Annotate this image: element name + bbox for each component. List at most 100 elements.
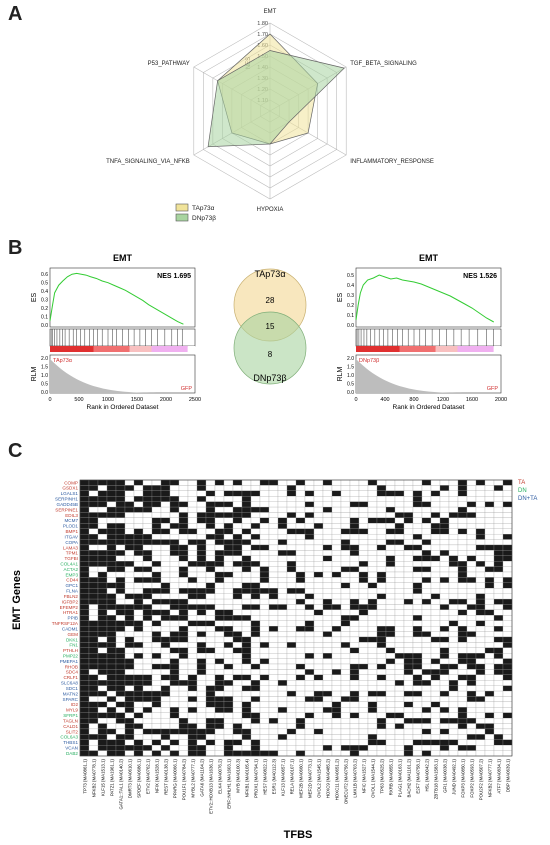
heatmap-cell — [169, 517, 180, 524]
heatmap-cell — [151, 707, 162, 713]
heatmap-cell — [340, 550, 351, 556]
heatmap-cell — [349, 577, 360, 583]
heatmap-cell — [286, 712, 297, 719]
heatmap-cell — [376, 544, 387, 551]
heatmap-legend-entry: DN — [518, 488, 527, 494]
heatmap-cell — [115, 680, 126, 686]
heatmap-cell — [160, 490, 171, 497]
heatmap-cell — [205, 539, 216, 546]
heatmap-cell — [124, 571, 135, 578]
heatmap-cell — [205, 685, 216, 692]
heatmap-cell — [124, 690, 135, 697]
heatmap-cell — [295, 609, 306, 616]
heatmap-cell — [475, 653, 486, 659]
heatmap-cell — [448, 501, 459, 508]
heatmap-cell — [313, 615, 324, 621]
heatmap-cell — [367, 539, 378, 546]
heatmap-cell — [502, 582, 513, 589]
heatmap-cell — [313, 647, 324, 654]
heatmap-cell — [187, 593, 198, 600]
heatmap-cell — [349, 528, 360, 535]
heatmap-cell — [502, 555, 513, 562]
heatmap-cell — [421, 550, 432, 556]
heatmap-cell — [187, 544, 198, 551]
heatmap-cell — [322, 555, 333, 562]
heatmap-cell — [124, 561, 135, 567]
heatmap-cell — [277, 701, 288, 708]
heatmap-cell — [178, 739, 189, 746]
gsea-rlm-tick: 0.0 — [41, 390, 48, 396]
heatmap-cell — [160, 501, 171, 508]
heatmap-cell — [133, 588, 144, 594]
heatmap-cell — [358, 479, 369, 486]
heatmap-cell — [223, 745, 234, 751]
heatmap-cell — [349, 479, 360, 486]
heatmap-cell — [232, 723, 243, 730]
heatmap-cell — [286, 609, 297, 616]
heatmap-cell — [286, 620, 297, 627]
heatmap-cell — [205, 523, 216, 529]
heatmap-cell — [394, 555, 405, 562]
heatmap-cell — [223, 604, 234, 611]
heatmap-cell — [277, 631, 288, 638]
heatmap-gene-label: DAB2 — [66, 751, 78, 756]
heatmap-cell — [169, 566, 180, 573]
heatmap-cell — [295, 539, 306, 546]
heatmap-cell — [493, 609, 504, 616]
heatmap-cell — [241, 680, 252, 686]
heatmap-cell — [340, 539, 351, 546]
heatmap-gene-label: GSDX1 — [62, 486, 78, 491]
heatmap-cell — [277, 555, 288, 562]
heatmap-cell — [475, 745, 486, 751]
heatmap-cell — [421, 523, 432, 529]
heatmap-cell — [223, 642, 234, 648]
heatmap-cell — [295, 631, 306, 638]
heatmap-cell — [358, 539, 369, 546]
heatmap-cell — [151, 512, 162, 519]
heatmap-cell — [187, 728, 198, 735]
heatmap-cell — [313, 523, 324, 529]
heatmap-cell — [457, 669, 468, 675]
heatmap-cell — [124, 582, 135, 589]
heatmap-cell — [133, 577, 144, 583]
heatmap-cell — [502, 588, 513, 594]
heatmap-cell — [124, 533, 135, 540]
heatmap-cell — [151, 485, 162, 491]
heatmap-cell — [448, 631, 459, 638]
gsea-es-tick: 0.5 — [41, 281, 48, 287]
heatmap-cell — [268, 745, 279, 751]
heatmap-cell — [151, 615, 162, 621]
heatmap-cell — [187, 663, 198, 670]
heatmap-cell — [457, 647, 468, 654]
heatmap-cell — [439, 680, 450, 686]
heatmap-cell — [331, 604, 342, 611]
heatmap-cell — [214, 625, 225, 632]
heatmap-cell — [160, 555, 171, 562]
heatmap-cell — [133, 615, 144, 621]
heatmap-cell — [430, 707, 441, 713]
heatmap-cell — [349, 506, 360, 513]
heatmap-cell — [322, 642, 333, 648]
heatmap-x-axis-label: TFBS — [284, 829, 313, 841]
heatmap-cell — [394, 745, 405, 751]
heatmap-cell — [106, 712, 117, 719]
heatmap-cell — [151, 523, 162, 529]
heatmap-cell — [412, 739, 423, 746]
heatmap-cell — [151, 609, 162, 616]
heatmap-cell — [178, 609, 189, 616]
heatmap-cell — [205, 653, 216, 659]
heatmap-cell — [493, 490, 504, 497]
heatmap-cell — [214, 582, 225, 589]
heatmap-cell — [232, 512, 243, 519]
heatmap-cell — [394, 750, 405, 757]
heatmap-cell — [259, 642, 270, 648]
heatmap-cell — [196, 571, 207, 578]
heatmap-cell — [457, 544, 468, 551]
heatmap-cell — [313, 636, 324, 643]
heatmap-cell — [376, 550, 387, 556]
heatmap-cell — [493, 528, 504, 535]
heatmap-cell — [466, 647, 477, 654]
heatmap-cell — [124, 669, 135, 675]
heatmap-cell — [178, 620, 189, 627]
heatmap-cell — [466, 544, 477, 551]
